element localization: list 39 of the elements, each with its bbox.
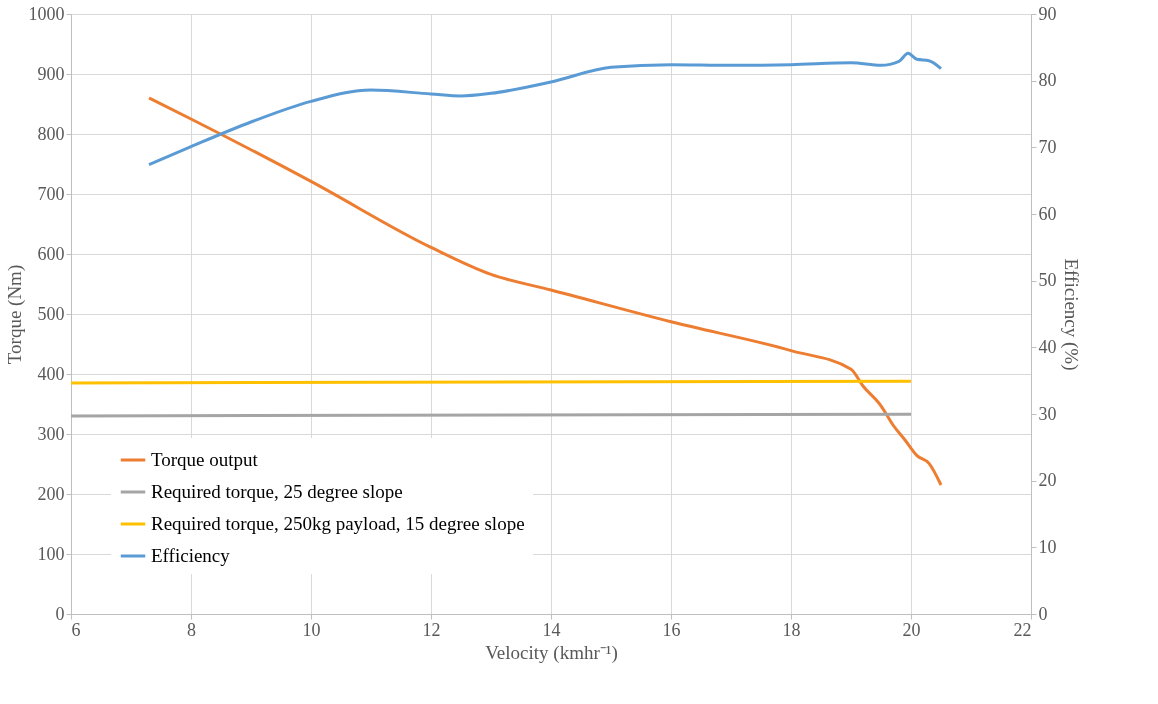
x-axis-title: Velocity (kmhr⁻¹) (485, 641, 618, 664)
x-tick-label: 14 (542, 619, 561, 640)
line-series (147, 96, 943, 487)
y-tick-label: 0 (55, 603, 65, 624)
y-tick-label: 400 (37, 363, 65, 384)
y2-axis-title: Efficiency (%) (1059, 258, 1082, 371)
y-axis-title: Torque (Nm) (3, 264, 26, 365)
y-tick-label: 800 (37, 123, 65, 144)
line-series (147, 51, 943, 167)
x-tick-label: 18 (782, 619, 801, 640)
y2-tick-label: 80 (1038, 70, 1057, 91)
y-tick-label: 500 (37, 303, 65, 324)
x-tick-label: 16 (662, 619, 681, 640)
y2-tick-label: 70 (1038, 136, 1057, 157)
y2-tick-label: 30 (1038, 403, 1057, 424)
x-tick-label: 8 (187, 619, 196, 640)
y-tick-label: 200 (37, 483, 65, 504)
y2-tick-label: 0 (1038, 603, 1048, 624)
legend-label: Torque output (151, 449, 259, 470)
y-tick-label: 1000 (28, 3, 65, 24)
y2-tick-label: 40 (1038, 336, 1057, 357)
y2-tick-label: 10 (1038, 536, 1057, 557)
y-tick-label: 600 (37, 243, 65, 264)
y-tick-label: 100 (37, 543, 65, 564)
y-tick-label: 900 (37, 63, 65, 84)
x-tick-label: 20 (902, 619, 921, 640)
y-tick-label: 300 (37, 423, 65, 444)
y2-tick-label: 90 (1038, 3, 1057, 24)
legend-label: Efficiency (151, 545, 231, 566)
x-tick-label: 6 (71, 619, 81, 640)
x-tick-label: 10 (302, 619, 321, 640)
x-tick-label: 12 (422, 619, 441, 640)
legend-label: Required torque, 25 degree slope (151, 481, 403, 502)
x-tick-label: 22 (1013, 619, 1032, 640)
y2-tick-label: 50 (1038, 270, 1057, 291)
y2-tick-label: 20 (1038, 470, 1057, 491)
legend-label: Required torque, 250kg payload, 15 degree slope (151, 513, 525, 534)
y2-tick-label: 60 (1038, 203, 1057, 224)
y-tick-label: 700 (37, 183, 65, 204)
